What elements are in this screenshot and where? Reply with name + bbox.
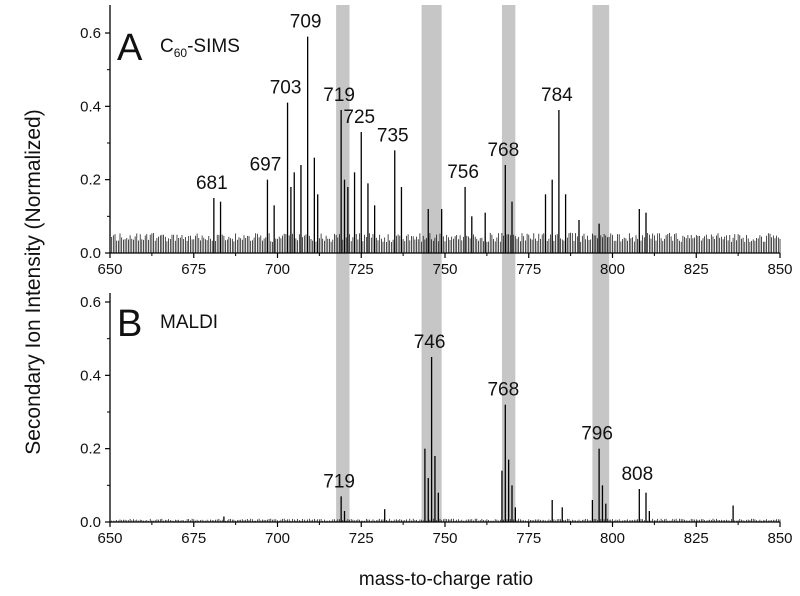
y-tick-label-b-2: 0.4 [80, 367, 101, 384]
panel-b-maldi: 650 675 700 725 750 775 800 825 850 0.0 0.2 0.4 0.6 7… [80, 293, 793, 547]
x-tick-label-b-6: 800 [600, 530, 625, 547]
x-tick-label-a-5: 775 [516, 261, 541, 278]
panel-name-a: C60-SIMS [160, 36, 240, 60]
highlight-band-3 [501, 5, 516, 522]
spectrum-baseline-b [109, 518, 781, 522]
panel-name-b: MALDI [160, 312, 218, 333]
peak-label-a-719: 719 [323, 85, 355, 106]
x-tick-label-a-0: 650 [97, 261, 122, 278]
peak-label-a-756: 756 [447, 162, 479, 183]
y-tick-label-a-2: 0.4 [80, 98, 101, 115]
peak-label-a-735: 735 [377, 125, 409, 146]
x-tick-label-a-8: 850 [767, 261, 792, 278]
peak-label-b-808: 808 [621, 464, 653, 485]
y-tick-label-a-0: 0.0 [80, 245, 101, 262]
y-tick-label-b-0: 0.0 [80, 514, 101, 531]
peak-label-a-784: 784 [541, 85, 573, 106]
peak-label-a-697: 697 [250, 155, 282, 176]
x-tick-label-b-0: 650 [97, 530, 122, 547]
peak-label-a-703: 703 [270, 78, 302, 99]
y-axis-title: Secondary Ion Intensity (Normalized) [22, 109, 45, 455]
highlight-band-1 [336, 5, 350, 522]
x-tick-label-a-6: 800 [600, 261, 625, 278]
y-tick-label-a-1: 0.2 [80, 172, 101, 189]
x-tick-label-a-1: 675 [181, 261, 206, 278]
x-tick-label-b-1: 675 [181, 530, 206, 547]
x-tick-label-b-8: 850 [767, 530, 792, 547]
x-tick-label-b-7: 825 [684, 530, 709, 547]
highlight-bands [336, 5, 610, 522]
highlight-band-4 [592, 5, 610, 522]
peak-label-a-681: 681 [196, 173, 228, 194]
x-tick-label-a-3: 725 [349, 261, 374, 278]
peak-label-b-796: 796 [581, 424, 613, 445]
y-tick-label-b-1: 0.2 [80, 441, 101, 458]
peak-label-a-709: 709 [290, 12, 322, 33]
spectrum-baseline-a [109, 232, 781, 253]
y-tick-label-a-3: 0.6 [80, 25, 101, 42]
x-tick-label-a-4: 750 [432, 261, 457, 278]
x-tick-label-b-5: 775 [516, 530, 541, 547]
panel-letter-a: A [117, 27, 143, 69]
x-tick-label-b-2: 700 [265, 530, 290, 547]
panel-a-c60-sims: 650 675 700 725 750 775 800 825 850 0.0 0.2 0.4 0.6 6… [80, 5, 793, 278]
peak-label-a-768: 768 [487, 140, 519, 161]
highlight-band-2 [421, 5, 442, 522]
x-tick-label-b-4: 750 [432, 530, 457, 547]
x-tick-label-a-7: 825 [684, 261, 709, 278]
x-tick-label-a-2: 700 [265, 261, 290, 278]
peak-label-a-725: 725 [343, 107, 375, 128]
peak-label-b-768: 768 [487, 380, 519, 401]
x-axis-title: mass-to-charge ratio [359, 569, 533, 590]
peak-label-b-719: 719 [323, 471, 355, 492]
y-tick-label-b-3: 0.6 [80, 294, 101, 311]
peak-label-b-746: 746 [414, 332, 446, 353]
x-tick-label-b-3: 725 [349, 530, 374, 547]
panel-letter-b: B [117, 303, 142, 345]
